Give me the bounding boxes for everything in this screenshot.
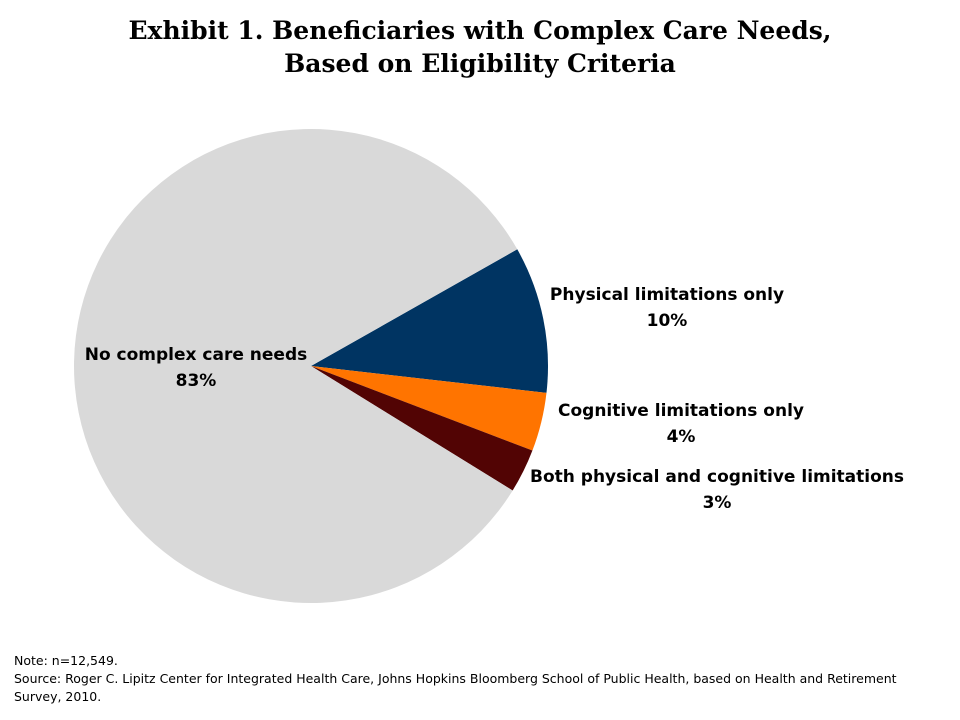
label-cognitive: Cognitive limitations only <box>558 401 804 421</box>
label-both: Both physical and cognitive limitations <box>530 467 904 487</box>
value-both: 3% <box>703 493 732 513</box>
slice-no-complex <box>73 129 518 604</box>
slice-cognitive <box>311 366 547 451</box>
slice-both <box>311 366 533 491</box>
chart-notes: Note: n=12,549. Source: Roger C. Lipitz … <box>14 652 944 706</box>
label-no-complex: No complex care needs <box>85 345 308 365</box>
label-physical: Physical limitations only <box>550 285 784 305</box>
note-text: Note: n=12,549. <box>14 653 118 668</box>
value-physical: 10% <box>647 311 688 331</box>
slice-physical <box>311 249 549 393</box>
chart-title-line-2: Based on Eligibility Criteria <box>284 49 676 78</box>
chart-title: Exhibit 1. Beneficiaries with Complex Ca… <box>0 14 960 80</box>
source-text: Source: Roger C. Lipitz Center for Integ… <box>14 671 897 704</box>
chart-title-line-1: Exhibit 1. Beneficiaries with Complex Ca… <box>128 16 832 45</box>
value-cognitive: 4% <box>667 427 696 447</box>
value-no-complex: 83% <box>176 371 217 391</box>
